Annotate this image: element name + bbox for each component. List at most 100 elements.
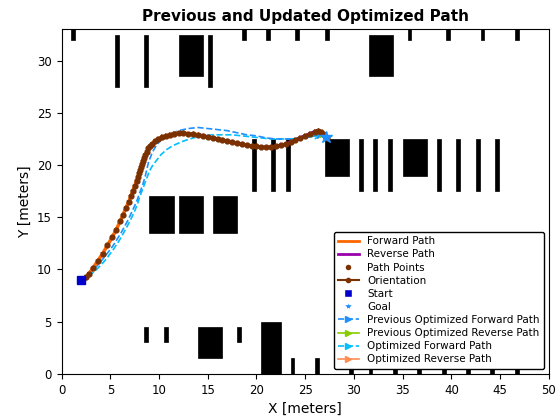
Point	[296, 134, 305, 141]
Point	[213, 136, 222, 142]
Point	[194, 131, 203, 138]
Point	[165, 131, 174, 138]
Point	[184, 130, 193, 137]
Bar	[179, 197, 203, 233]
Point	[208, 134, 217, 141]
Point	[142, 148, 151, 155]
Point	[130, 183, 139, 189]
Bar	[164, 327, 168, 342]
Bar	[368, 358, 372, 374]
Bar	[325, 27, 329, 40]
Bar	[144, 327, 148, 342]
Bar	[150, 197, 174, 233]
Point	[321, 134, 330, 140]
Y-axis label: Y [meters]: Y [meters]	[17, 165, 31, 238]
Point	[286, 139, 295, 145]
Bar	[456, 139, 460, 191]
Bar	[237, 327, 241, 342]
X-axis label: X [meters]: X [meters]	[268, 402, 342, 416]
Point	[157, 134, 166, 140]
Point	[237, 141, 246, 147]
Point	[93, 258, 102, 265]
Bar	[393, 358, 397, 374]
Point	[88, 265, 97, 272]
Point	[242, 142, 251, 149]
Bar	[388, 139, 392, 191]
Point	[77, 276, 86, 283]
Bar	[480, 27, 484, 40]
Bar	[291, 358, 295, 374]
Point	[257, 144, 266, 151]
Bar	[208, 34, 212, 87]
Bar	[359, 139, 363, 191]
Point	[148, 141, 157, 147]
Point	[301, 132, 310, 139]
Point	[124, 198, 133, 205]
Point	[138, 158, 147, 164]
Point	[322, 134, 331, 141]
Point	[78, 276, 87, 282]
Point	[262, 144, 270, 151]
Point	[174, 129, 183, 136]
Point	[314, 127, 323, 134]
Bar	[198, 327, 222, 358]
Bar	[266, 27, 270, 40]
Point	[223, 138, 232, 144]
Bar	[403, 139, 427, 176]
Bar	[495, 139, 499, 191]
Point	[103, 242, 112, 249]
Point	[134, 170, 143, 177]
Point	[227, 139, 236, 145]
Bar	[262, 322, 281, 374]
Bar	[349, 358, 353, 374]
Bar	[417, 358, 421, 374]
Point	[151, 138, 160, 144]
Point	[306, 130, 315, 137]
Point	[115, 218, 124, 225]
Bar	[408, 27, 412, 40]
Point	[189, 130, 198, 137]
Bar	[296, 27, 300, 40]
Point	[267, 144, 276, 151]
Point	[111, 226, 120, 233]
Bar	[466, 358, 470, 374]
Point	[198, 132, 207, 139]
Point	[232, 140, 241, 147]
Bar	[71, 27, 75, 40]
Bar	[325, 139, 349, 176]
Bar	[213, 197, 237, 233]
Point	[127, 193, 136, 200]
Point	[122, 205, 130, 211]
Point	[82, 273, 91, 280]
Bar	[179, 34, 203, 76]
Bar	[251, 139, 255, 191]
Point	[136, 167, 144, 173]
Bar	[515, 27, 519, 40]
Point	[119, 212, 128, 218]
Bar	[286, 139, 290, 191]
Point	[247, 143, 256, 150]
Point	[179, 129, 188, 136]
Point	[153, 136, 162, 142]
Bar	[115, 34, 119, 87]
Point	[138, 161, 147, 168]
Bar	[437, 139, 441, 191]
Point	[161, 132, 170, 139]
Bar	[446, 27, 450, 40]
Point	[218, 136, 227, 143]
Point	[169, 130, 178, 137]
Bar	[442, 358, 446, 374]
Bar	[475, 139, 479, 191]
Bar	[315, 358, 319, 374]
Point	[134, 173, 143, 180]
Point	[276, 142, 285, 149]
Point	[310, 129, 319, 135]
Point	[137, 164, 146, 171]
Bar	[271, 139, 275, 191]
Point	[291, 136, 300, 143]
Point	[139, 155, 148, 161]
Bar	[374, 139, 377, 191]
Point	[144, 145, 153, 152]
Bar	[491, 358, 494, 374]
Point	[108, 234, 116, 240]
